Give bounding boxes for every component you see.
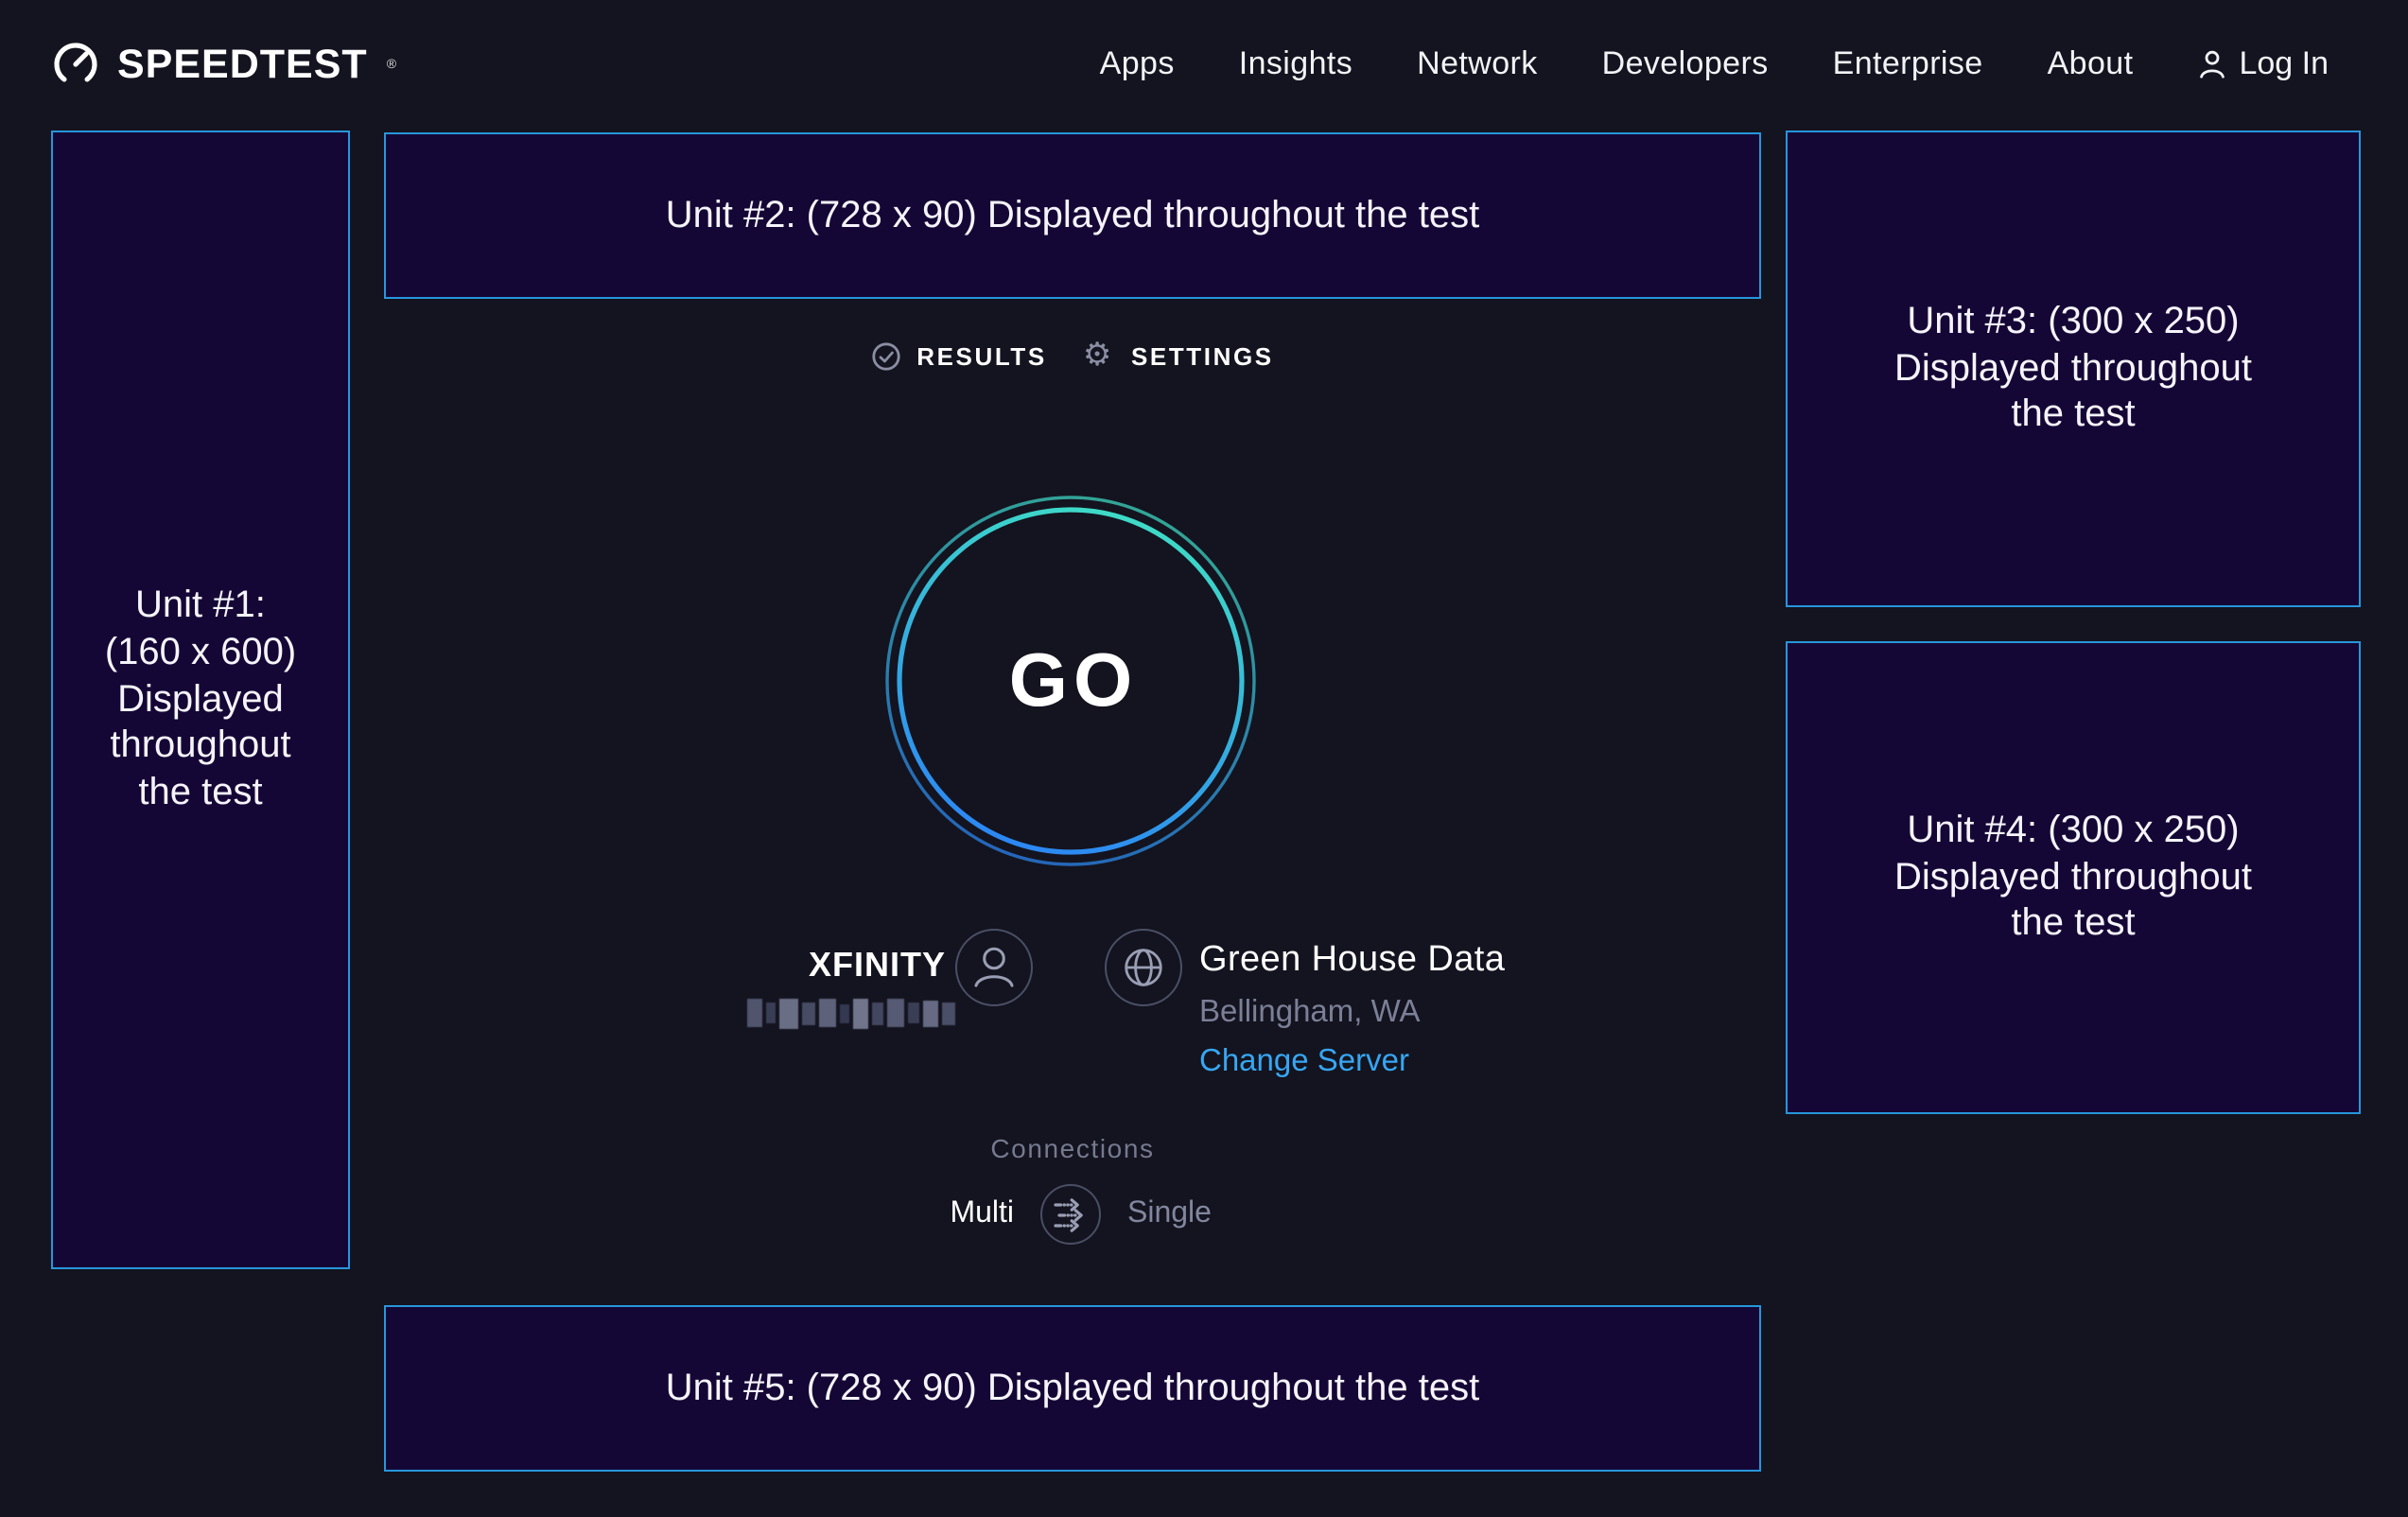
user-icon (2199, 50, 2225, 78)
redacted-ip-text (747, 995, 955, 1031)
go-button-label: GO (1008, 638, 1139, 722)
connections-toggle[interactable] (1040, 1184, 1101, 1245)
globe-icon (1125, 949, 1162, 986)
ad-unit-4-rectangle[interactable]: Unit #4: (300 x 250) Displayed throughou… (1786, 641, 2361, 1114)
gear-icon: ⚙ (1082, 337, 1114, 375)
nav-item-about[interactable]: About (2047, 45, 2134, 81)
login-label: Log In (2239, 45, 2329, 81)
ad-unit-1-skyscraper[interactable]: Unit #1: (160 x 600) Displayed throughou… (51, 131, 350, 1269)
server-info: Green House Data Bellingham, WA Change S… (1199, 940, 1505, 1080)
connections-single-option[interactable]: Single (1127, 1197, 1212, 1229)
ad-unit-3-rectangle[interactable]: Unit #3: (300 x 250) Displayed throughou… (1786, 131, 2361, 607)
main-nav: Apps Insights Network Developers Enterpr… (1100, 45, 2329, 83)
go-button-rings (885, 496, 1256, 866)
nav-item-insights[interactable]: Insights (1238, 45, 1353, 81)
multi-connection-arrows-icon (1053, 1197, 1082, 1231)
connections-label: Connections (990, 1133, 1155, 1163)
nav-item-apps[interactable]: Apps (1099, 45, 1175, 81)
server-globe-badge (1105, 929, 1182, 1006)
ad-unit-5-leaderboard[interactable]: Unit #5: (728 x 90) Displayed throughout… (384, 1305, 1761, 1472)
isp-user-badge (955, 929, 1033, 1006)
tab-results[interactable]: RESULTS (871, 342, 1047, 371)
speedtest-logo[interactable]: SPEEDTEST ® (51, 40, 396, 89)
isp-name[interactable]: XFINITY (808, 946, 946, 984)
server-name: Green House Data (1199, 940, 1506, 980)
person-icon (974, 947, 1014, 987)
go-button[interactable]: GO (883, 494, 1258, 868)
logo-trademark: ® (386, 58, 397, 71)
login-button[interactable]: Log In (2197, 45, 2329, 83)
nav-item-enterprise[interactable]: Enterprise (1832, 45, 1983, 81)
connections-multi-option[interactable]: Multi (950, 1197, 1014, 1229)
tab-results-label: RESULTS (916, 342, 1047, 371)
tab-bar: RESULTS ⚙ SETTINGS (384, 337, 1761, 375)
tab-settings-label: SETTINGS (1130, 342, 1274, 371)
server-location: Bellingham, WA (1199, 995, 1421, 1029)
nav-item-network[interactable]: Network (1417, 45, 1538, 81)
speedometer-icon (54, 43, 97, 86)
nav-item-developers[interactable]: Developers (1601, 45, 1769, 81)
change-server-link[interactable]: Change Server (1199, 1044, 1409, 1078)
logo-wordmark: SPEEDTEST (117, 41, 368, 86)
top-nav-bar: SPEEDTEST ® Apps Insights Network Develop… (0, 0, 2408, 129)
tab-settings[interactable]: ⚙ SETTINGS (1082, 337, 1274, 375)
check-circle-icon (871, 342, 899, 371)
ad-unit-2-leaderboard[interactable]: Unit #2: (728 x 90) Displayed throughout… (384, 132, 1761, 299)
